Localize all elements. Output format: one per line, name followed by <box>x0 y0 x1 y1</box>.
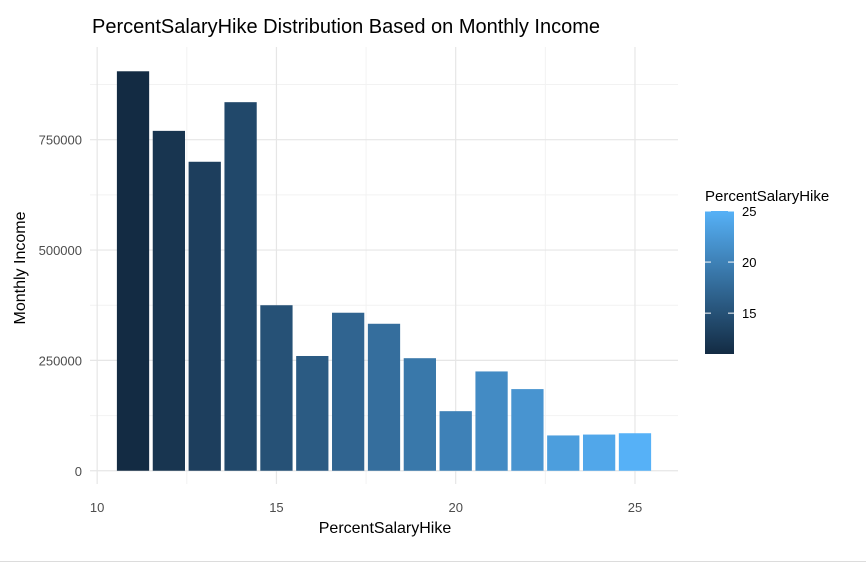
y-tick-label: 750000 <box>39 133 82 148</box>
y-tick-label: 250000 <box>39 353 82 368</box>
x-axis-title: PercentSalaryHike <box>319 520 452 537</box>
chart-title: PercentSalaryHike Distribution Based on … <box>92 16 600 38</box>
bar-24 <box>582 434 616 471</box>
bar-11 <box>116 71 150 471</box>
bar-12 <box>152 130 186 471</box>
bar-22 <box>511 389 544 471</box>
legend-tick-label: 15 <box>742 306 756 321</box>
x-tick-label: 25 <box>628 500 642 515</box>
bar-18 <box>367 323 401 471</box>
legend-title: PercentSalaryHike <box>705 188 829 205</box>
bottom-divider <box>0 561 866 562</box>
legend-tick-label: 20 <box>742 255 756 270</box>
bar-23 <box>547 435 580 471</box>
bar-17 <box>332 312 365 471</box>
y-axis-title: Monthly Income <box>12 211 29 324</box>
legend-tick-label: 25 <box>742 204 756 219</box>
legend: PercentSalaryHike 15 20 25 <box>705 188 829 354</box>
y-tick-label: 500000 <box>39 243 82 258</box>
bar-19 <box>403 358 436 471</box>
y-axis-ticks: 0 250000 500000 750000 <box>39 133 82 479</box>
bar-14 <box>224 102 257 471</box>
legend-colorbar <box>705 211 734 354</box>
bar-13 <box>188 161 221 471</box>
x-axis-ticks: 10 15 20 25 <box>90 500 642 515</box>
legend-ticks: 15 20 25 <box>705 204 756 321</box>
x-tick-label: 10 <box>90 500 104 515</box>
bar-25 <box>618 433 652 471</box>
bars <box>116 71 652 471</box>
bar-16 <box>296 355 329 471</box>
bar-21 <box>475 371 508 471</box>
x-tick-label: 15 <box>269 500 283 515</box>
x-tick-label: 20 <box>448 500 462 515</box>
bar-15 <box>260 305 293 471</box>
y-tick-label: 0 <box>75 464 82 479</box>
bar-20 <box>439 411 472 471</box>
